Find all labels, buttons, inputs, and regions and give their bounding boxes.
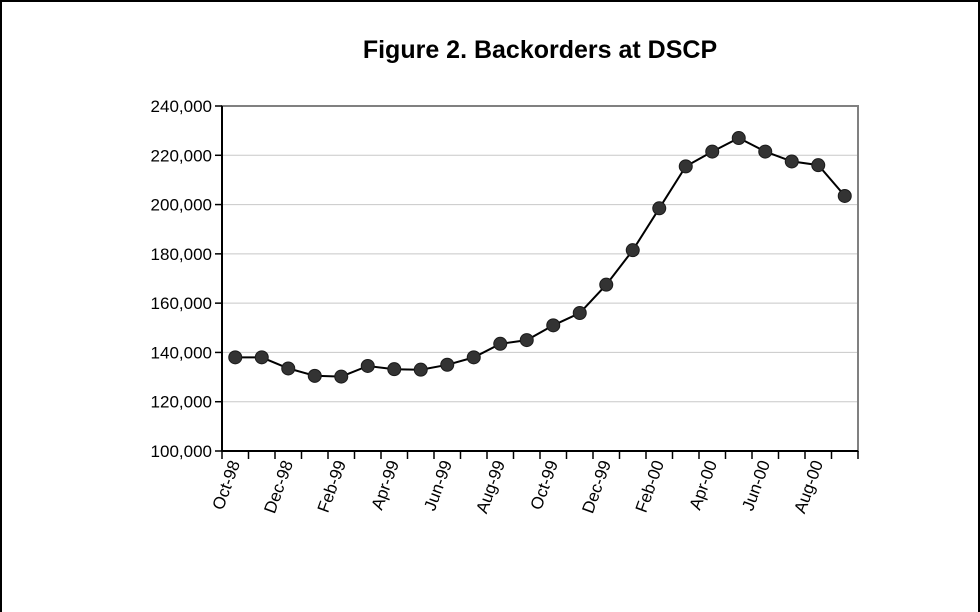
y-tick-label: 140,000 xyxy=(151,343,212,362)
x-tick-label: Oct-98 xyxy=(209,458,244,512)
series-markers xyxy=(228,131,852,384)
y-tick-label: 160,000 xyxy=(151,294,212,313)
data-point xyxy=(625,243,640,258)
data-point xyxy=(519,333,534,348)
y-tick-label: 220,000 xyxy=(151,146,212,165)
y-axis-ticks: 100,000 120,000 140,000 160,000 180,000 200,0… xyxy=(151,97,222,461)
x-tick-label: Dec-98 xyxy=(260,458,297,516)
x-tick-label: Jun-99 xyxy=(420,458,456,513)
data-point xyxy=(228,350,243,365)
series-line xyxy=(235,136,846,378)
data-point xyxy=(466,350,481,365)
data-point xyxy=(413,362,428,377)
x-tick-label: Apr-00 xyxy=(686,458,721,512)
x-tick-label: Dec-99 xyxy=(578,458,615,516)
data-point xyxy=(440,357,455,372)
data-point xyxy=(360,358,375,373)
data-point xyxy=(731,131,746,146)
data-point xyxy=(678,159,693,174)
x-axis-ticks: Oct-98 Dec-98 Feb-99 Apr-99 Jun-99 Aug-99 Oct-… xyxy=(209,451,859,516)
x-tick-label: Apr-99 xyxy=(368,458,403,512)
data-point xyxy=(811,158,826,173)
x-tick-label: Oct-99 xyxy=(527,458,562,512)
data-point xyxy=(281,361,296,376)
y-tick-label: 100,000 xyxy=(151,442,212,461)
data-point xyxy=(572,306,587,320)
x-tick-label: Aug-00 xyxy=(790,458,827,516)
x-tick-label: Jun-00 xyxy=(738,458,774,513)
data-point xyxy=(307,368,322,383)
x-tick-label: Aug-99 xyxy=(472,458,509,516)
data-point xyxy=(837,188,852,203)
data-point xyxy=(705,144,720,159)
y-tick-label: 200,000 xyxy=(151,196,212,215)
data-point xyxy=(758,144,773,159)
y-tick-label: 240,000 xyxy=(151,97,212,116)
data-point xyxy=(546,318,561,333)
chart-title: Figure 2. Backorders at DSCP xyxy=(362,36,718,64)
data-point xyxy=(254,350,269,365)
data-point xyxy=(334,369,349,384)
gridlines xyxy=(222,154,858,403)
data-point xyxy=(387,362,402,377)
data-point xyxy=(652,201,667,216)
y-tick-label: 180,000 xyxy=(151,245,212,264)
data-point xyxy=(599,277,614,292)
x-tick-label: Feb-99 xyxy=(314,458,350,515)
x-tick-label: Feb-00 xyxy=(632,458,668,515)
data-point xyxy=(493,336,508,351)
y-tick-label: 120,000 xyxy=(151,393,212,412)
data-point xyxy=(784,154,799,169)
